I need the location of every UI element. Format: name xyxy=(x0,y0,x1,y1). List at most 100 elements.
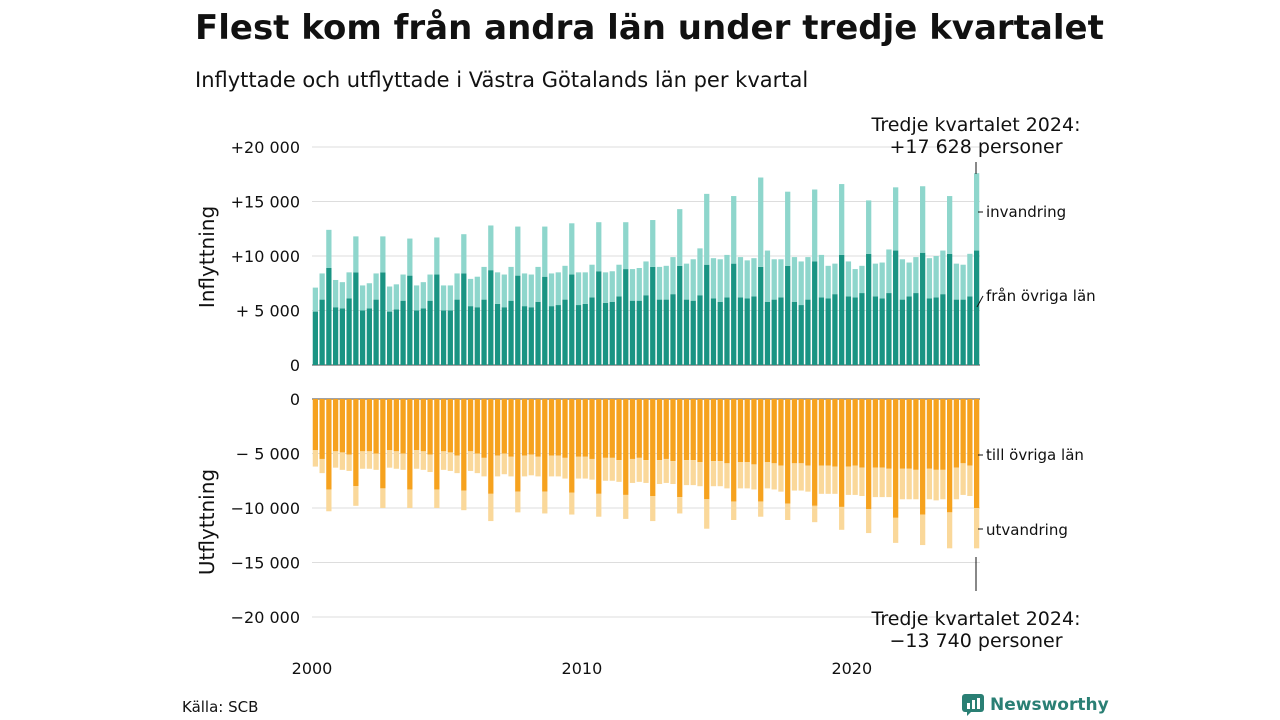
bar-till-ovriga-lan xyxy=(731,399,737,502)
bar-till-ovriga-lan xyxy=(562,399,568,458)
bar-fran-ovriga-lan xyxy=(407,275,413,365)
bottom-annotation-line2: −13 740 personer xyxy=(889,630,1062,652)
bar-utvandring xyxy=(798,463,804,491)
bar-till-ovriga-lan xyxy=(710,399,717,462)
bar-invandring xyxy=(677,209,683,266)
bar-till-ovriga-lan xyxy=(373,399,379,454)
bar-utvandring xyxy=(636,457,642,482)
bar-fran-ovriga-lan xyxy=(812,261,818,365)
bar-invandring xyxy=(629,269,636,301)
bar-invandring xyxy=(940,250,946,295)
bar-utvandring xyxy=(312,450,319,467)
bar-utvandring xyxy=(319,458,325,474)
top-annotation-line2: +17 628 personer xyxy=(889,136,1062,158)
bar-fran-ovriga-lan xyxy=(899,299,906,365)
top-tick-label: +10 000 xyxy=(231,247,300,266)
bar-fran-ovriga-lan xyxy=(569,274,575,365)
bar-invandring xyxy=(717,259,723,302)
bar-till-ovriga-lan xyxy=(623,399,629,495)
bar-invandring xyxy=(366,283,372,309)
bar-utvandring xyxy=(555,455,561,477)
bar-utvandring xyxy=(913,469,919,500)
bar-fran-ovriga-lan xyxy=(798,305,804,365)
bar-fran-ovriga-lan xyxy=(481,299,487,365)
bar-utvandring xyxy=(818,465,825,494)
bar-utvandring xyxy=(650,496,656,522)
bar-utvandring xyxy=(339,452,345,470)
bar-fran-ovriga-lan xyxy=(589,297,595,365)
bar-fran-ovriga-lan xyxy=(737,297,744,365)
top-tick-label: +15 000 xyxy=(231,193,300,212)
bar-till-ovriga-lan xyxy=(805,399,811,466)
bar-utvandring xyxy=(400,453,406,470)
bar-fran-ovriga-lan xyxy=(332,307,339,365)
bar-invandring xyxy=(731,196,737,264)
bar-invandring xyxy=(926,258,933,299)
bar-till-ovriga-lan xyxy=(697,399,703,463)
bar-till-ovriga-lan xyxy=(940,399,946,470)
bar-invandring xyxy=(670,257,676,295)
bar-fran-ovriga-lan xyxy=(751,296,757,365)
bar-invandring xyxy=(953,263,960,300)
bar-till-ovriga-lan xyxy=(818,399,825,466)
bar-invandring xyxy=(589,264,595,298)
bar-fran-ovriga-lan xyxy=(413,310,420,365)
bar-till-ovriga-lan xyxy=(488,399,494,494)
bar-invandring xyxy=(407,238,413,276)
bottom-ylabel: Utflyttning xyxy=(195,469,219,575)
bar-till-ovriga-lan xyxy=(427,399,433,455)
bar-fran-ovriga-lan xyxy=(683,299,690,365)
chart-title: Flest kom från andra län under tredje kv… xyxy=(195,8,1104,48)
bar-fran-ovriga-lan xyxy=(677,265,683,365)
bar-till-ovriga-lan xyxy=(737,399,744,463)
bar-utvandring xyxy=(427,454,433,473)
bar-invandring xyxy=(461,234,467,274)
bar-invandring xyxy=(562,265,568,300)
bar-utvandring xyxy=(906,468,912,500)
bar-invandring xyxy=(420,282,426,309)
bar-utvandring xyxy=(839,506,845,530)
bar-utvandring xyxy=(751,464,757,490)
axis-labels: 0 + 5 000 +10 000 +15 000 +20 000 0 − 5 000 −10… xyxy=(231,138,873,678)
bar-till-ovriga-lan xyxy=(913,399,919,470)
bar-invandring xyxy=(683,263,690,300)
bar-utvandring xyxy=(940,469,946,500)
bar-fran-ovriga-lan xyxy=(373,299,379,365)
source-note: Källa: SCB xyxy=(182,698,259,716)
bar-invandring xyxy=(400,274,406,301)
bar-utvandring xyxy=(474,453,480,474)
bar-till-ovriga-lan xyxy=(589,399,595,459)
bar-fran-ovriga-lan xyxy=(636,300,642,365)
bar-fran-ovriga-lan xyxy=(920,252,926,365)
bar-invandring xyxy=(481,266,487,300)
bar-till-ovriga-lan xyxy=(569,399,575,493)
bar-till-ovriga-lan xyxy=(616,399,622,461)
bar-till-ovriga-lan xyxy=(791,399,798,464)
bar-fran-ovriga-lan xyxy=(623,269,629,365)
bar-fran-ovriga-lan xyxy=(973,250,980,365)
bar-utvandring xyxy=(353,486,359,506)
bar-invandring xyxy=(656,266,663,300)
bar-utvandring xyxy=(812,505,818,523)
bar-chart-icon xyxy=(962,694,984,716)
bar-till-ovriga-lan xyxy=(582,399,588,457)
bottom-tick-label: − 5 000 xyxy=(236,445,300,464)
bar-utvandring xyxy=(629,458,636,483)
bar-utvandring xyxy=(569,492,575,515)
bar-utvandring xyxy=(704,499,710,529)
bar-till-ovriga-lan xyxy=(798,399,804,464)
bar-utvandring xyxy=(575,456,582,479)
top-annotation-line1: Tredje kvartalet 2024: xyxy=(871,114,1081,136)
bar-till-ovriga-lan xyxy=(886,399,892,469)
inflow-bars xyxy=(312,173,980,365)
bar-fran-ovriga-lan xyxy=(879,298,885,365)
bar-invandring xyxy=(494,272,501,304)
bar-utvandring xyxy=(663,458,669,483)
bar-till-ovriga-lan xyxy=(893,399,899,518)
bar-till-ovriga-lan xyxy=(967,399,973,466)
bar-invandring xyxy=(832,263,838,295)
bar-utvandring xyxy=(967,465,973,497)
bar-fran-ovriga-lan xyxy=(940,294,946,365)
bar-utvandring xyxy=(562,457,568,479)
top-tick-label: +20 000 xyxy=(231,138,300,157)
